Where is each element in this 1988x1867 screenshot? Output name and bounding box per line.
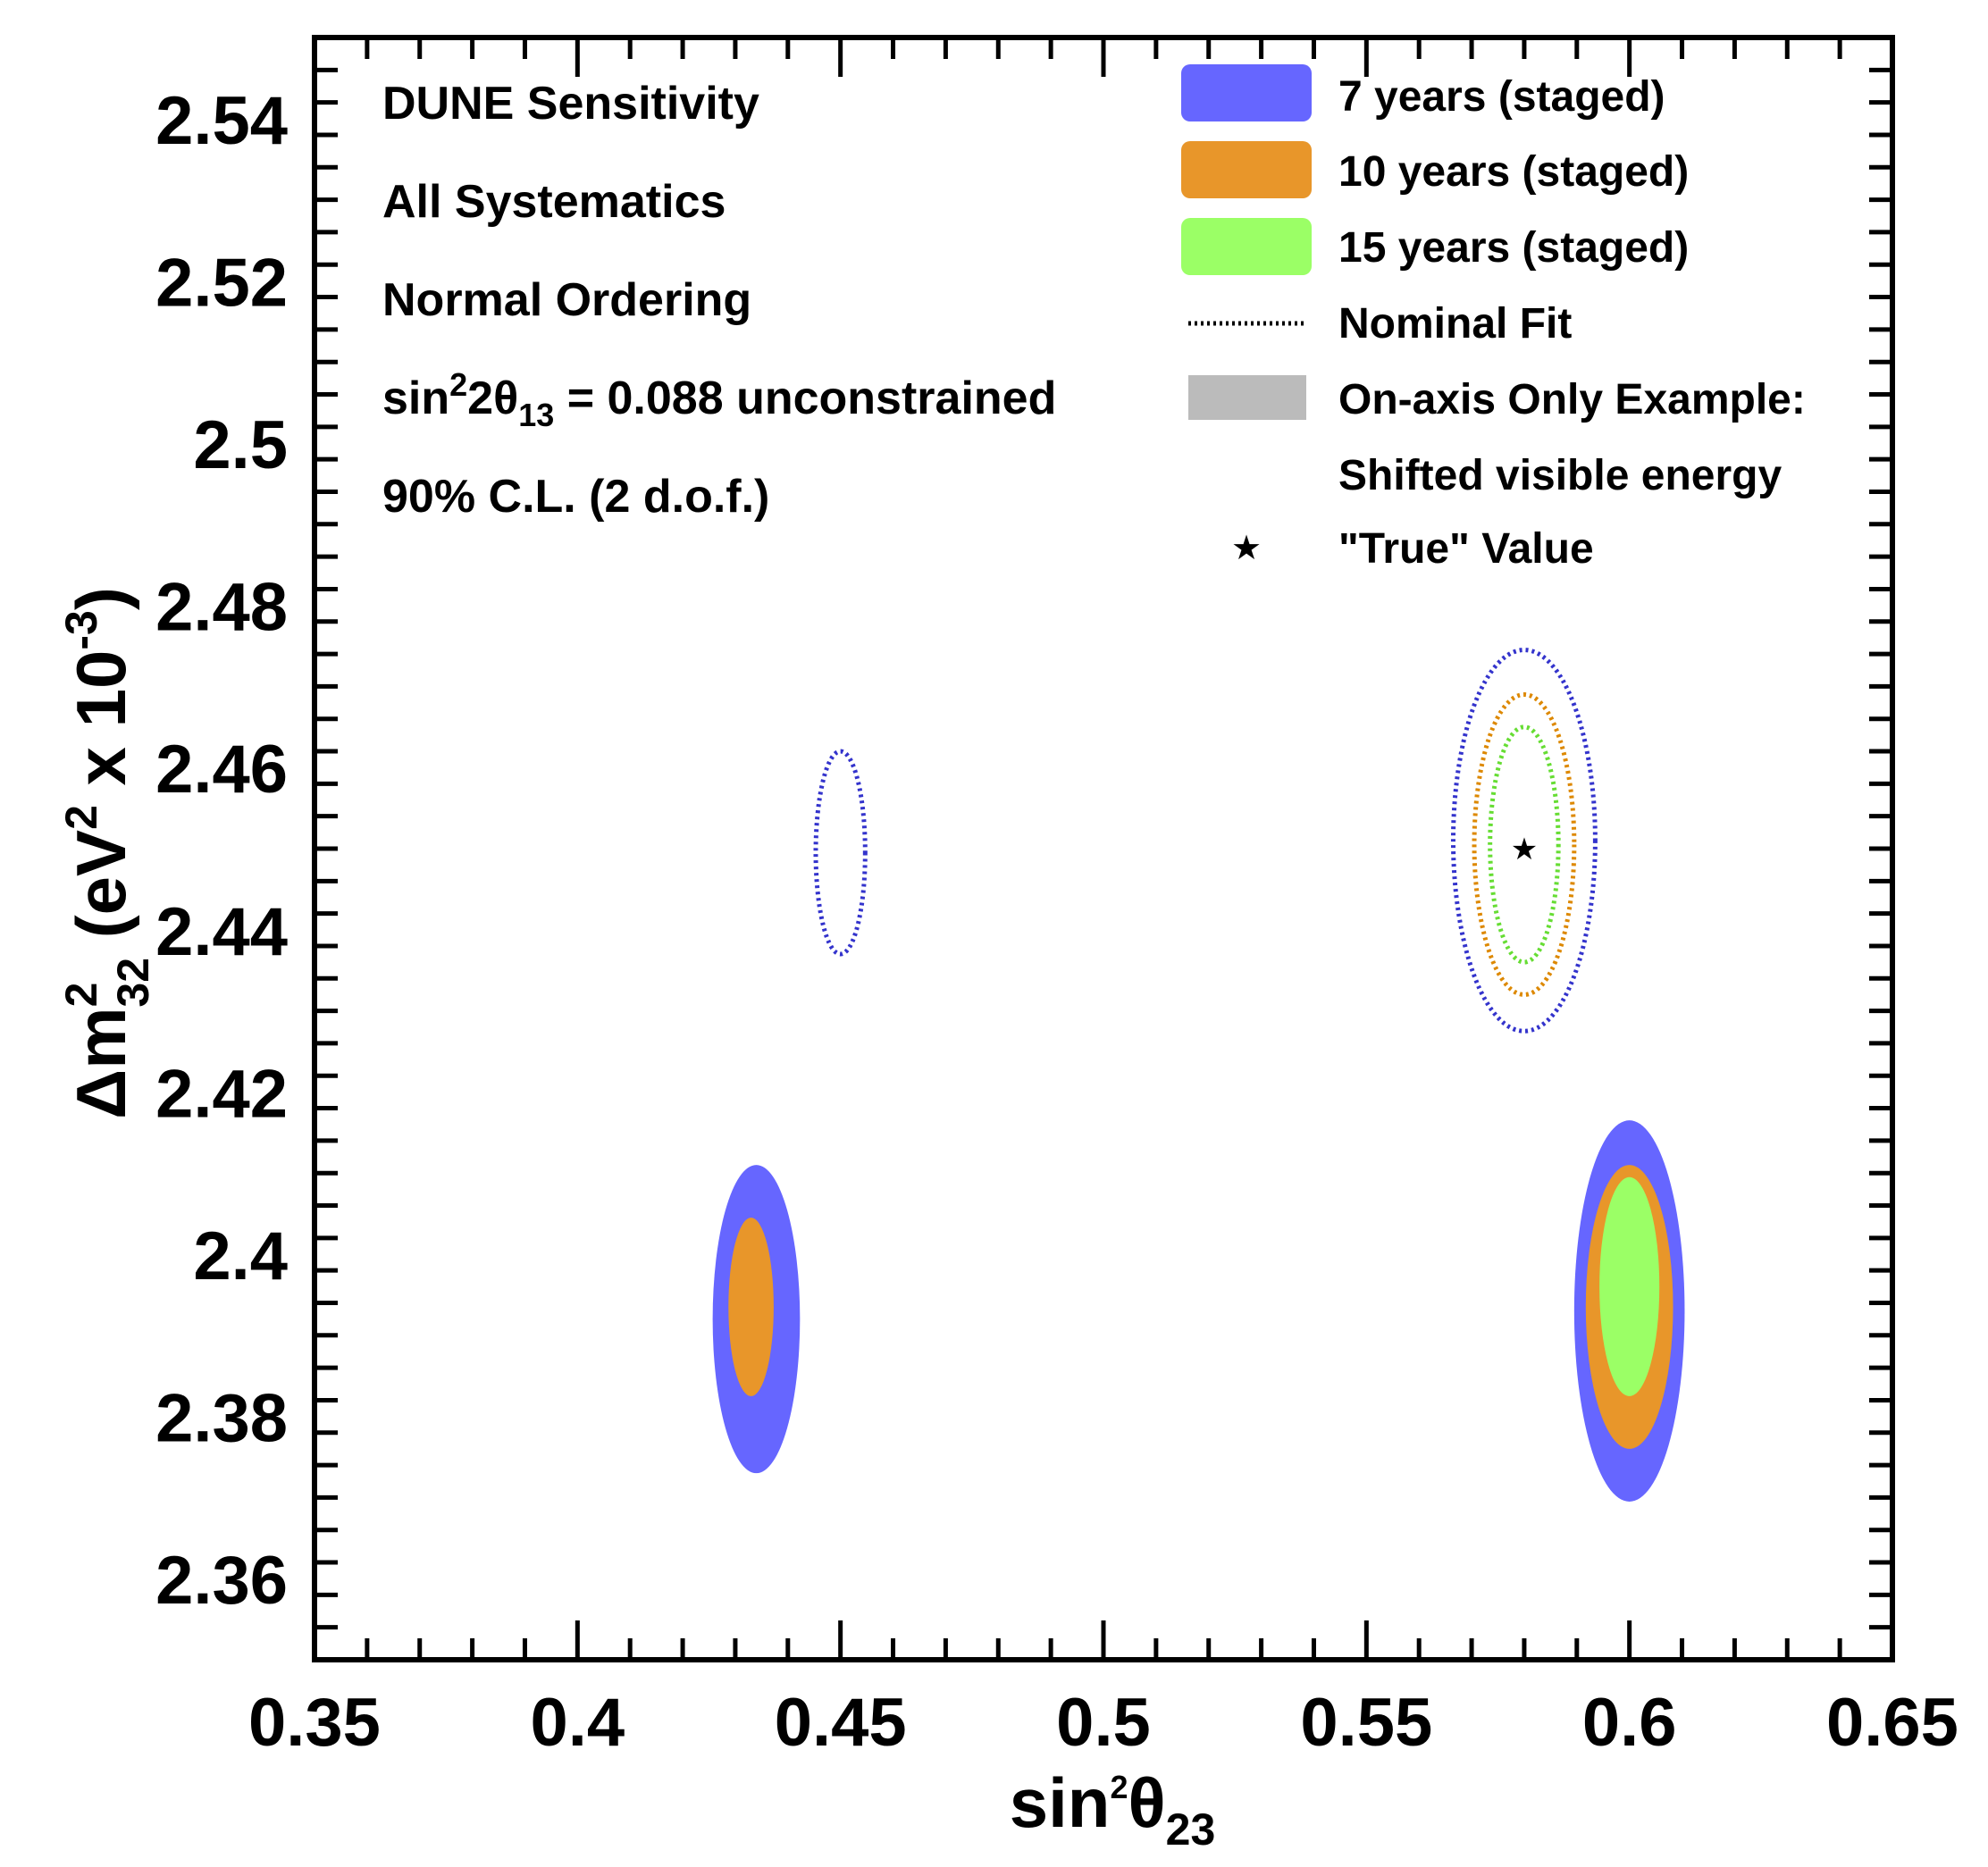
true-value-marker: ★ xyxy=(1511,832,1538,867)
legend-swatch-7yr xyxy=(1181,64,1312,121)
legend-star-icon: ★ xyxy=(1231,528,1262,567)
y-tick-label-3: 2.42 xyxy=(155,1056,288,1132)
legend-label-true-value: "True" Value xyxy=(1338,525,1594,573)
x-tick-label-2: 0.45 xyxy=(775,1685,907,1761)
annotation-systematics: All Systematics xyxy=(382,176,726,228)
y-axis-title: Δm232 (eV2 x 10-3) xyxy=(56,587,158,1119)
legend-swatch-10yr xyxy=(1181,141,1312,198)
annotation-title: DUNE Sensitivity xyxy=(382,78,759,130)
nominal-fit-contour-1 xyxy=(1472,691,1577,997)
legend-swatch-on-axis xyxy=(1188,375,1306,420)
shifted-region-4 xyxy=(1599,1176,1660,1396)
legend-label-on-axis: On-axis Only Example: xyxy=(1338,376,1806,423)
shifted-region-1 xyxy=(728,1218,774,1396)
x-tick-label-1: 0.4 xyxy=(531,1685,625,1761)
y-tick-label-0: 2.36 xyxy=(155,1543,288,1619)
x-tick-label-3: 0.5 xyxy=(1056,1685,1151,1761)
y-tick-label-2: 2.4 xyxy=(193,1218,288,1294)
x-tick-label-4: 0.55 xyxy=(1300,1685,1432,1761)
annotation-block: DUNE Sensitivity All Systematics Normal … xyxy=(382,78,1056,523)
y-tick-label-5: 2.46 xyxy=(155,732,288,808)
plot-data-layer: ★ xyxy=(712,648,1685,1502)
y-tick-label-6: 2.48 xyxy=(155,570,288,646)
y-tick-label-8: 2.52 xyxy=(155,245,288,321)
y-tick-label-7: 2.5 xyxy=(193,407,288,483)
y-tick-label-1: 2.38 xyxy=(155,1381,288,1457)
annotation-theta13: sin22θ13 = 0.088 unconstrained xyxy=(382,366,1056,433)
x-tick-label-0: 0.35 xyxy=(248,1685,381,1761)
legend-label-shifted-energy: Shifted visible energy xyxy=(1338,452,1782,499)
nominal-fit-contour-3 xyxy=(813,749,868,957)
annotation-ordering: Normal Ordering xyxy=(382,274,751,326)
legend-label-15yr: 15 years (staged) xyxy=(1338,224,1689,272)
axes: 0.35 0.4 0.45 0.5 0.55 0.6 0.65 2.36 2.38 2.4 2.42… xyxy=(155,35,1959,1761)
annotation-confidence-level: 90% C.L. (2 d.o.f.) xyxy=(382,471,769,523)
y-tick-label-4: 2.44 xyxy=(155,894,288,970)
legend-swatch-15yr xyxy=(1181,218,1312,275)
x-tick-label-6: 0.65 xyxy=(1826,1685,1959,1761)
x-axis-title: sin2θ23 xyxy=(1010,1763,1216,1854)
nominal-fit-contour-0 xyxy=(1450,648,1598,1034)
legend: 7 years (staged) 10 years (staged) 15 ye… xyxy=(1181,64,1806,573)
legend-label-7yr: 7 years (staged) xyxy=(1338,73,1665,121)
legend-label-10yr: 10 years (staged) xyxy=(1338,148,1689,196)
legend-label-nominal-fit: Nominal Fit xyxy=(1338,300,1572,347)
y-tick-label-9: 2.54 xyxy=(155,83,288,159)
x-tick-label-5: 0.6 xyxy=(1582,1685,1677,1761)
nominal-fit-contour-2 xyxy=(1488,724,1561,965)
